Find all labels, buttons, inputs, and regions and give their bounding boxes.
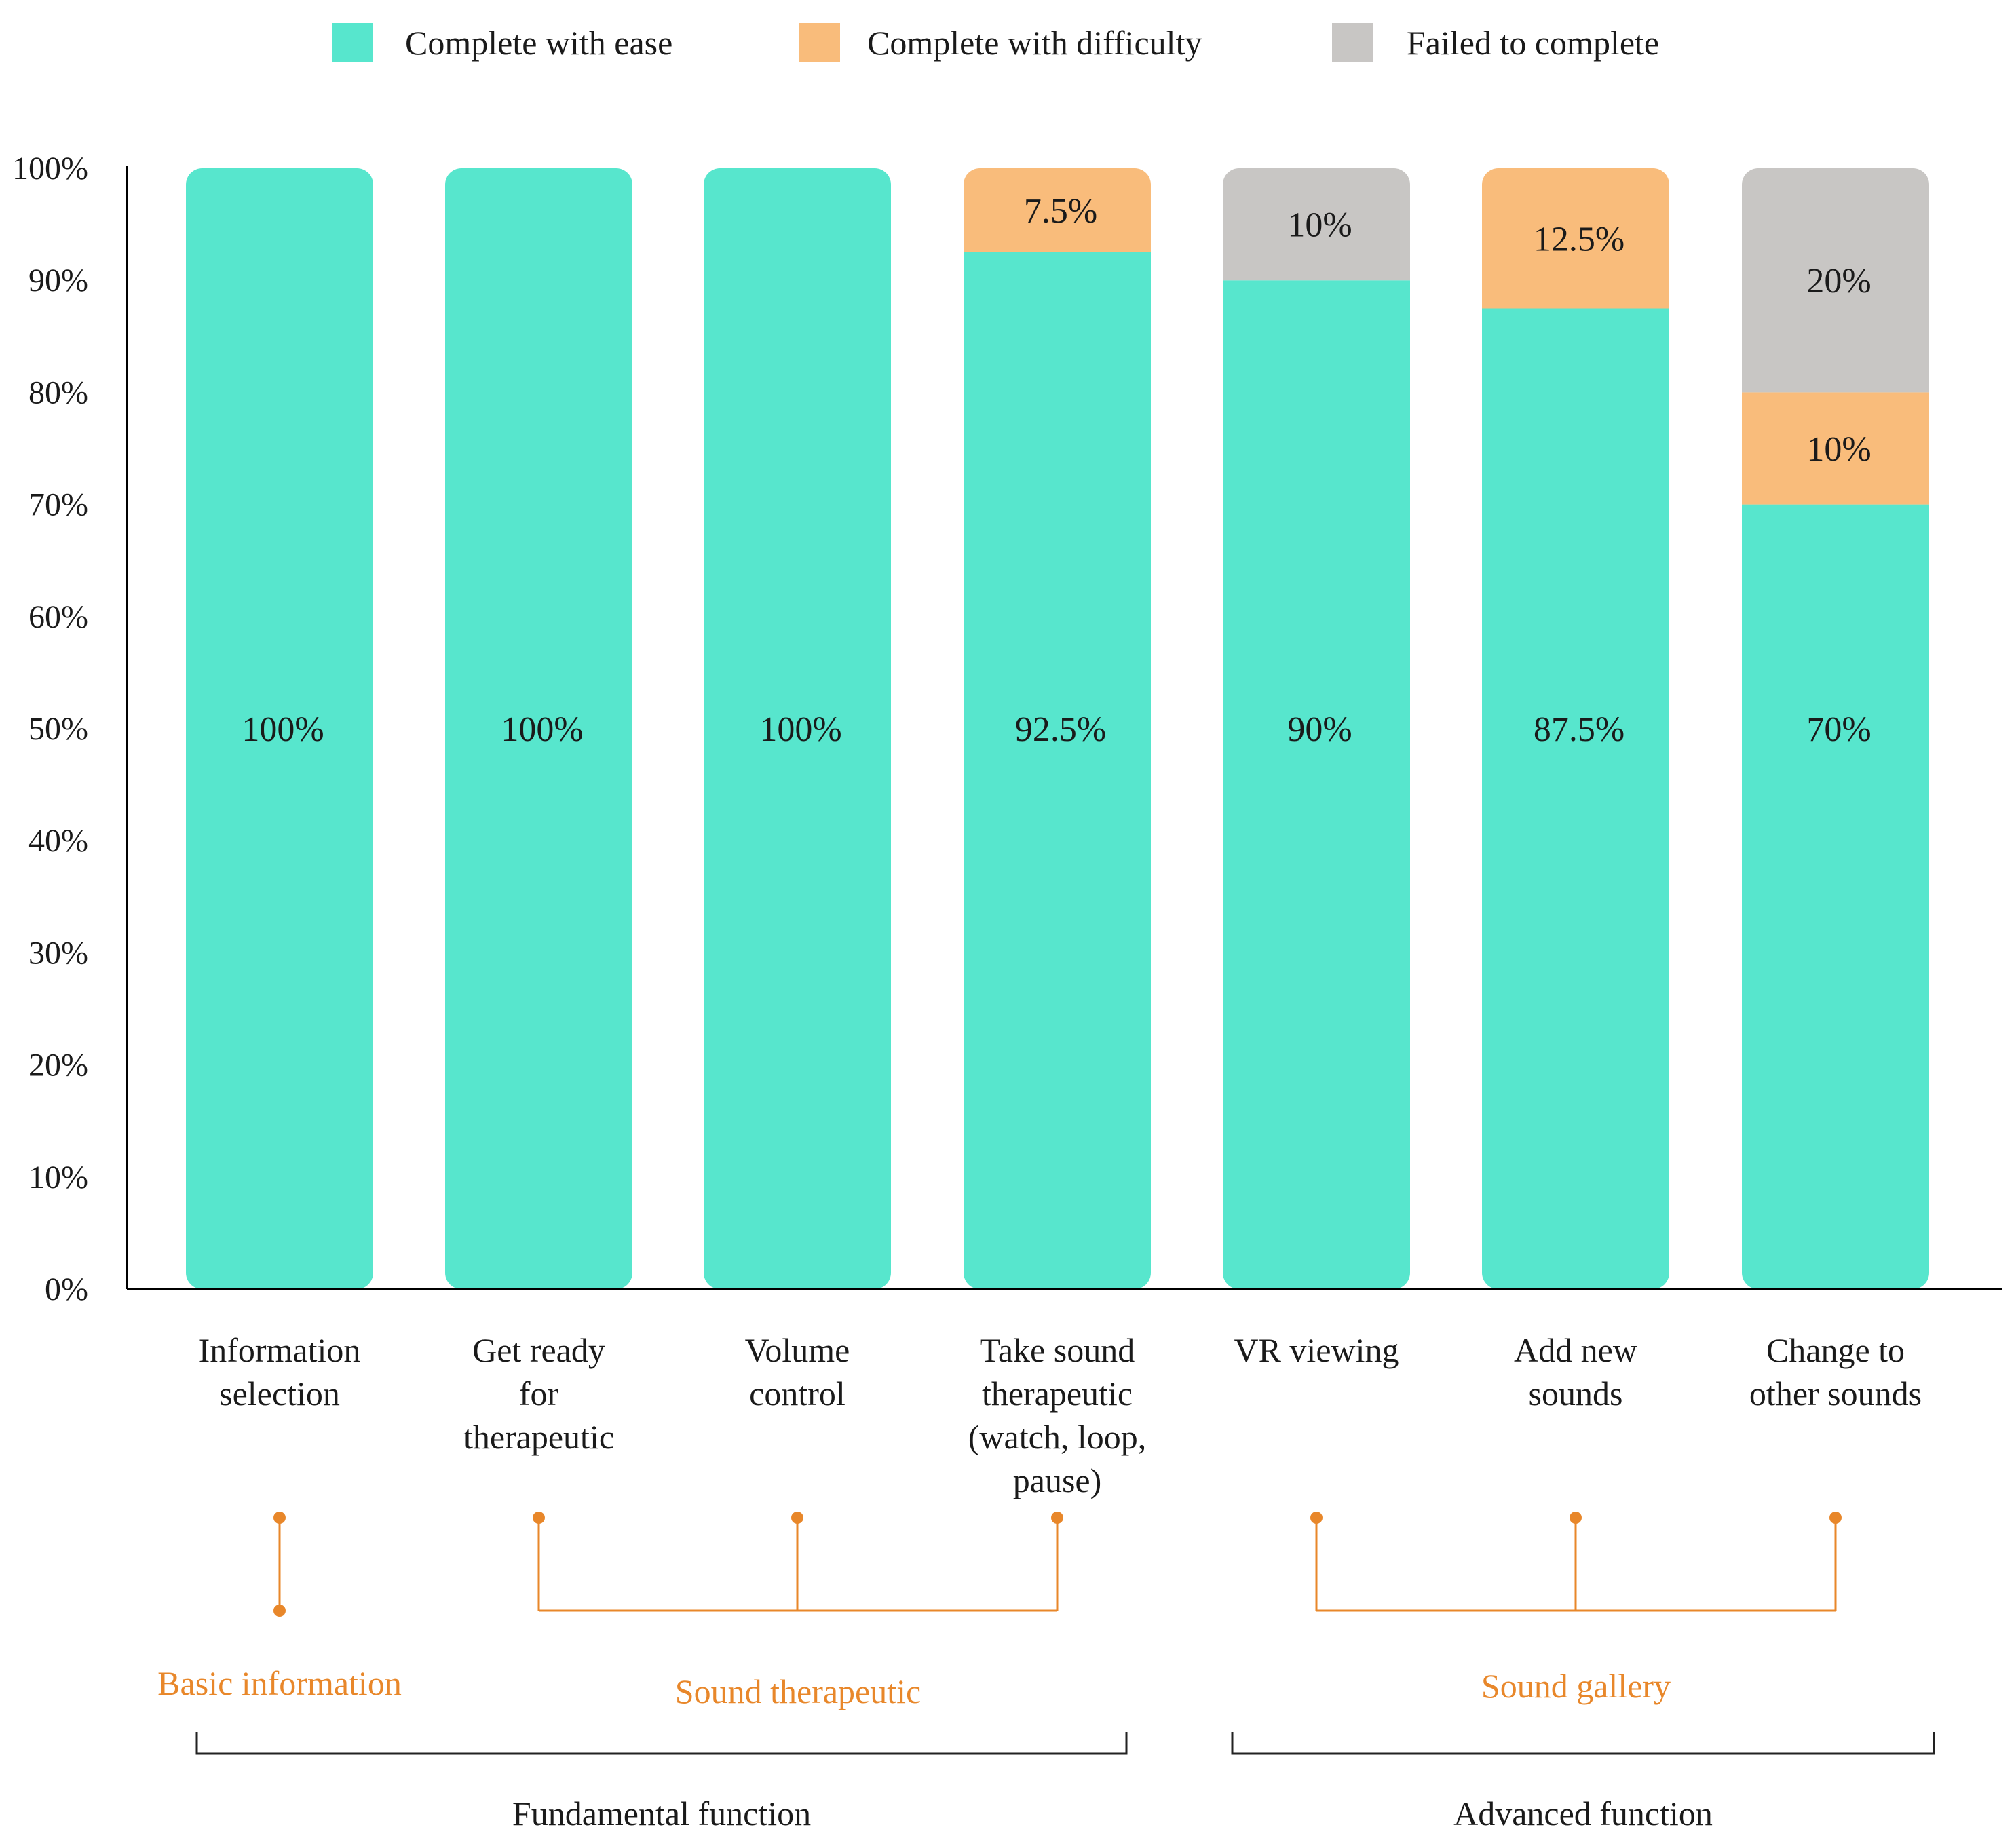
data-label: 7.5%: [1024, 192, 1097, 231]
bar-segment-failed-to-complete: [1223, 168, 1410, 281]
group-dot: [273, 1605, 286, 1617]
super-group-bracket-fundamental-function: [195, 1732, 1128, 1755]
data-label: 100%: [242, 710, 324, 749]
bar-segment-complete-with-difficulty: [964, 168, 1151, 252]
super-group-label-fundamental-function: Fundamental function: [512, 1794, 811, 1832]
group-dot: [533, 1512, 545, 1524]
group-label-sound-gallery: Sound gallery: [1481, 1667, 1671, 1705]
group-dot: [1051, 1512, 1063, 1524]
data-label: 92.5%: [1015, 710, 1106, 749]
bar-segment-complete-with-ease: [445, 168, 632, 1289]
bar-segment-complete-with-ease: [1482, 308, 1669, 1289]
data-label: 20%: [1806, 262, 1871, 301]
y-tick-label: 0%: [45, 1271, 88, 1307]
group-label-basic-information: Basic information: [157, 1664, 402, 1702]
x-tick-label: therapeutic: [463, 1418, 614, 1456]
group-dot: [1829, 1512, 1842, 1524]
x-tick-label: VR viewing: [1234, 1331, 1399, 1369]
x-tick-label: other sounds: [1749, 1375, 1922, 1413]
legend-label-complete-with-ease: Complete with ease: [405, 24, 672, 62]
data-label: 10%: [1287, 206, 1352, 245]
x-tick-label: Information: [199, 1331, 361, 1369]
data-label: 100%: [501, 710, 583, 749]
data-label: 10%: [1806, 430, 1871, 469]
data-label: 70%: [1806, 710, 1871, 749]
x-tick-label: pause): [1013, 1461, 1102, 1499]
x-tick-label: Take sound: [980, 1331, 1135, 1369]
x-tick-label: (watch, loop,: [968, 1418, 1146, 1456]
bar-segment-complete-with-ease: [1742, 504, 1929, 1289]
data-label: 12.5%: [1534, 220, 1624, 258]
y-tick-label: 90%: [28, 263, 88, 299]
x-tick-label: Get ready: [472, 1331, 605, 1369]
group-dot: [1570, 1512, 1582, 1524]
legend-swatch-failed-to-complete: [1332, 23, 1373, 62]
bar-segment-complete-with-difficulty: [1482, 168, 1669, 309]
super-group-bracket-advanced-function: [1231, 1732, 1935, 1755]
x-tick-label: selection: [219, 1375, 340, 1413]
legend-label-complete-with-difficulty: Complete with difficulty: [867, 24, 1202, 62]
bar-segment-complete-with-difficulty: [1742, 392, 1929, 505]
super-group-label-advanced-function: Advanced function: [1453, 1794, 1713, 1832]
group-dot: [273, 1512, 286, 1524]
group-dot: [1310, 1512, 1323, 1524]
x-tick-label: sounds: [1529, 1375, 1623, 1413]
y-tick-label: 30%: [28, 935, 88, 971]
group-dot: [791, 1512, 803, 1524]
y-tick-label: 80%: [28, 374, 88, 410]
bar-segment-complete-with-ease: [704, 168, 891, 1289]
legend-label-failed-to-complete: Failed to complete: [1407, 24, 1659, 62]
y-tick-label: 100%: [12, 151, 88, 187]
bar-segment-complete-with-ease: [186, 168, 373, 1289]
y-tick-label: 70%: [28, 487, 88, 523]
y-tick-label: 50%: [28, 711, 88, 747]
bar-segment-complete-with-ease: [964, 252, 1151, 1289]
bar-segment-complete-with-ease: [1223, 280, 1410, 1289]
bar-segment-failed-to-complete: [1742, 168, 1929, 393]
x-tick-label: Change to: [1766, 1331, 1905, 1369]
data-label: 100%: [759, 710, 841, 749]
data-label: 87.5%: [1534, 710, 1624, 749]
group-label-sound-therapeutic: Sound therapeutic: [675, 1672, 921, 1710]
x-tick-label: Volume: [745, 1331, 850, 1369]
legend-swatch-complete-with-difficulty: [799, 23, 840, 62]
x-tick-label: for: [519, 1375, 559, 1413]
legend-swatch-complete-with-ease: [332, 23, 373, 62]
y-tick-label: 10%: [28, 1159, 88, 1195]
x-tick-label: therapeutic: [982, 1375, 1133, 1413]
y-tick-label: 40%: [28, 823, 88, 859]
data-label: 90%: [1287, 710, 1352, 749]
x-tick-label: Add new: [1514, 1331, 1637, 1369]
x-tick-label: control: [749, 1375, 845, 1413]
y-tick-label: 20%: [28, 1048, 88, 1083]
y-tick-label: 60%: [28, 599, 88, 635]
